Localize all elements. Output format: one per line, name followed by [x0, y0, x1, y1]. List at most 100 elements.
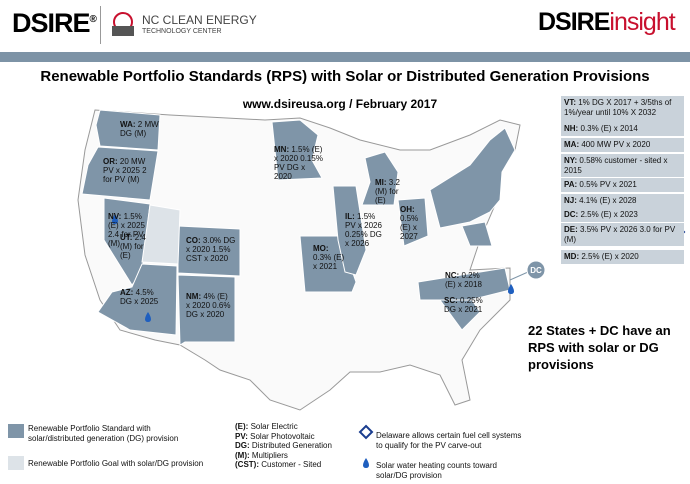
abbreviation-code: DG: — [235, 441, 250, 450]
sidebar-item-code: MA: — [564, 140, 580, 149]
state-nm — [177, 274, 236, 346]
state-label-code: OR: — [103, 157, 118, 166]
abbreviation: (E): Solar Electric — [235, 422, 365, 432]
state-label: IL: 1.5% PV x 2026 0.25% DG x 2026 — [345, 212, 383, 248]
sidebar-item-text: 1% DG X 2017 + 3/5ths of 1%/year until 1… — [564, 98, 672, 117]
sidebar-item-code: DC: — [564, 210, 579, 219]
sidebar-item: NY: 0.58% customer - sited x 2015 — [561, 154, 684, 177]
sidebar-item: DC: 2.5% (E) x 2023 — [561, 208, 684, 222]
state-label-code: CO: — [186, 236, 201, 245]
dsire-logo: DSIRE® — [12, 8, 97, 39]
state-label: NM: 4% (E) x 2020 0.6% DG x 2020 — [186, 292, 231, 319]
fuel-cell-icon — [358, 424, 374, 440]
state-label-text: 0.3% (E) x 2021 — [313, 253, 345, 271]
state-mi — [361, 151, 399, 206]
sidebar-item-text: 400 MW PV x 2020 — [581, 140, 651, 149]
state-label-text: 0.2% (E) x 2018 — [445, 271, 482, 289]
sidebar-item: DE: 3.5% PV x 2026 3.0 for PV (M) — [561, 223, 684, 246]
dc-marker — [526, 260, 546, 280]
abbreviation-text: Distributed Generation — [251, 441, 332, 450]
sidebar-item-code: NH: — [564, 124, 579, 133]
dc-leader — [509, 271, 529, 281]
state-label-code: WA: — [120, 120, 136, 129]
state-label: AZ: 4.5% DG x 2025 — [120, 288, 165, 306]
state-label-text: 2 MW DG (M) — [120, 120, 159, 138]
state-label-text: 2.4 (M) for (E) — [120, 233, 146, 260]
sidebar-item-text: 2.5% (E) x 2023 — [580, 210, 638, 219]
state-label-code: NC: — [445, 271, 460, 280]
state-label-text: 0.25% DG x 2021 — [444, 296, 483, 314]
state-label: UT: 2.4 (M) for (E) — [120, 233, 150, 260]
state-label-code: NV: — [108, 212, 122, 221]
sidebar-item-text: 0.3% (E) x 2014 — [580, 124, 638, 133]
icon-building — [112, 26, 134, 36]
abbreviation: (CST): Customer - Sited — [235, 460, 365, 470]
state-label-code: IL: — [345, 212, 355, 221]
summary: 22 States + DC have an RPS with solar or… — [528, 323, 671, 372]
partner-name: NC CLEAN ENERGY — [142, 13, 257, 27]
sidebar-item: NJ: 4.1% (E) x 2028 — [561, 194, 684, 208]
legend-swatch-standard — [8, 424, 24, 438]
sidebar-item: MD: 2.5% (E) x 2020 — [561, 250, 684, 264]
state-label: MI: 3.2 (M) for (E) — [375, 178, 401, 205]
state-label-code: AZ: — [120, 288, 134, 297]
abbreviation-code: PV: — [235, 431, 248, 441]
sidebar-item-code: NY: — [564, 156, 578, 165]
state-label-code: SC: — [444, 296, 458, 305]
state-label-code: NM: — [186, 292, 202, 301]
title: Renewable Portfolio Standards (RPS) with… — [40, 68, 650, 85]
sidebar-item-code: MD: — [564, 252, 580, 261]
sidebar-item-code: NJ: — [564, 196, 577, 205]
legend-abbreviations: (E): Solar Electric PV: Solar Photovoltai… — [235, 422, 365, 470]
abbreviation-code: (M): — [235, 450, 250, 460]
state-or — [81, 146, 159, 201]
sidebar-item-text: 0.58% customer - sited x 2015 — [564, 156, 668, 175]
state-label-text: 1.5% (E) x 2025 2.4 for PV (M) — [108, 212, 145, 248]
rps-states — [81, 109, 516, 346]
sidebar-item-text: 3.5% PV x 2026 3.0 for PV (M) — [564, 225, 676, 244]
state-ut — [141, 204, 181, 265]
logo-text: DSIRE — [12, 8, 91, 38]
legend-swatch-goal — [8, 456, 24, 470]
water-drop-icon — [363, 458, 369, 468]
state-label: MO: 0.3% (E) x 2021 — [313, 244, 347, 271]
water-drop-icon — [112, 214, 118, 224]
sidebar-item: NH: 0.3% (E) x 2014 — [561, 122, 684, 136]
state-label-text: 0.5% (E) x 2027 — [400, 214, 419, 241]
state-label-code: MO: — [313, 244, 329, 253]
state-label-code: MN: — [274, 145, 290, 154]
registered-mark: ® — [89, 14, 97, 25]
state-md-de — [461, 221, 493, 247]
sidebar-item-text: 0.5% PV x 2021 — [579, 180, 637, 189]
water-drop-icon — [145, 312, 151, 322]
state-label: CO: 3.0% DG x 2020 1.5% CST x 2020 — [186, 236, 236, 263]
sidebar-item: PA: 0.5% PV x 2021 — [561, 178, 684, 192]
state-label-text: 4.5% DG x 2025 — [120, 288, 159, 306]
state-wa — [95, 109, 161, 151]
partner-sub: TECHNOLOGY CENTER — [142, 28, 222, 35]
sidebar-item-text: 4.1% (E) x 2028 — [579, 196, 637, 205]
state-label-text: 4% (E) x 2020 0.6% DG x 2020 — [186, 292, 231, 319]
legend-water: Solar water heating counts toward solar/… — [376, 461, 497, 480]
state-label-text: 1.5% PV x 2026 0.25% DG x 2026 — [345, 212, 382, 248]
water-drop-icon — [508, 284, 514, 294]
state-northeast — [429, 127, 516, 229]
abbreviation-text: Multipliers — [251, 450, 288, 460]
state-label-code: UT: — [120, 233, 133, 242]
state-label: OH: 0.5% (E) x 2027 — [400, 205, 428, 241]
abbreviation: DG: Distributed Generation — [235, 441, 365, 451]
subtitle: www.dsireusa.org / February 2017 — [242, 97, 438, 111]
sidebar-item-code: PA: — [564, 180, 578, 189]
state-az — [97, 263, 178, 336]
state-label-text: 3.0% DG x 2020 1.5% CST x 2020 — [186, 236, 236, 263]
abbreviation: (M): Multipliers — [235, 451, 365, 461]
sidebar-item: MA: 400 MW PV x 2020 — [561, 138, 684, 152]
legend-standard: Renewable Portfolio Standard with solar/… — [28, 424, 179, 443]
legend-delaware: Delaware allows certain fuel cell system… — [376, 431, 522, 450]
state-label: OR: 20 MW PV x 2025 2 for PV (M) — [103, 157, 158, 184]
sidebar-item-text: 2.5% (E) x 2020 — [581, 252, 639, 261]
abbreviation-code: (CST): — [235, 460, 259, 469]
state-sc — [439, 299, 481, 331]
